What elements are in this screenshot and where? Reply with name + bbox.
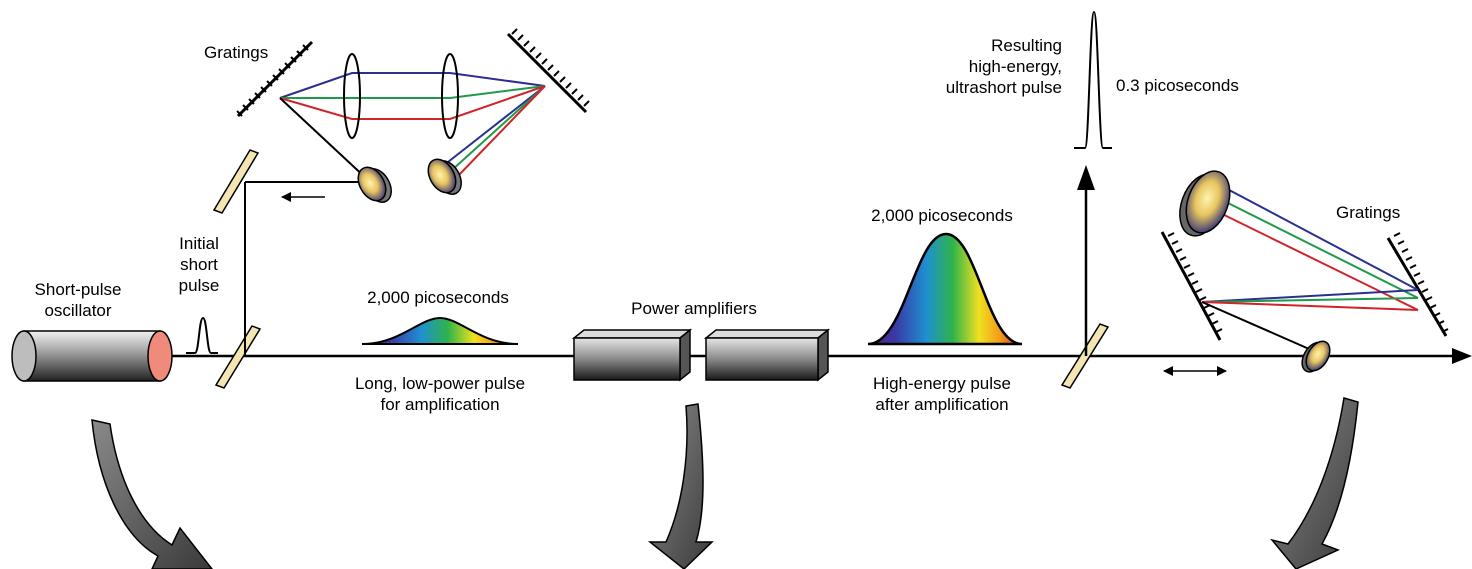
- result-duration-label: 0.3 picoseconds: [1116, 76, 1239, 95]
- power-amplifiers-label: Power amplifiers: [631, 299, 757, 318]
- output-arrowhead: [1077, 165, 1095, 190]
- stretcher-rays: [279, 72, 546, 181]
- curved-arrow-amplifiers: [647, 403, 714, 569]
- stretcher-lens-2: [441, 53, 459, 139]
- grating-left-a: [236, 40, 314, 118]
- compressor-disc-mirror-small: [1301, 340, 1331, 373]
- output-pulse-shape: [1074, 10, 1112, 149]
- stretched-pulse-shape: [361, 316, 519, 345]
- initial-pulse-shape: [186, 316, 218, 354]
- result-caption-label: Resulting high-energy, ultrashort pulse: [945, 36, 1062, 97]
- stretched-duration-label: 2,000 picoseconds: [367, 288, 509, 307]
- curved-arrow-compressor: [1269, 397, 1359, 569]
- initial-pulse-label: Initial short pulse: [178, 234, 220, 295]
- grating-right-b: [1386, 232, 1449, 337]
- amplifier-2: [703, 328, 831, 382]
- oscillator-label: Short-pulse oscillator: [34, 280, 122, 320]
- amplifier-1: [571, 328, 693, 382]
- amplified-duration-label: 2,000 picoseconds: [871, 206, 1013, 225]
- gratings-right-label: Gratings: [1336, 203, 1401, 222]
- compressor-disc-mirror-large: [1179, 170, 1231, 237]
- amplified-caption-label: High-energy pulse after amplification: [873, 374, 1011, 414]
- grating-right-a: [1160, 231, 1223, 341]
- oscillator-cylinder: [11, 330, 173, 382]
- amplified-pulse-shape: [867, 232, 1023, 346]
- main-beam-arrowhead: [1452, 348, 1472, 364]
- compressor-rays: [1201, 181, 1419, 353]
- stretcher-disc-mirror-1: [357, 166, 392, 203]
- stretcher-lens-1: [343, 53, 361, 139]
- grating-left-b: [506, 28, 590, 114]
- gratings-left-label: Gratings: [204, 43, 269, 62]
- mirror-upper-left: [212, 149, 260, 214]
- stretcher-disc-mirror-2: [427, 158, 462, 195]
- curved-arrow-oscillator: [91, 419, 213, 569]
- stretched-caption-label: Long, low-power pulse for amplification: [354, 374, 526, 414]
- mirror-lower-left: [214, 325, 262, 389]
